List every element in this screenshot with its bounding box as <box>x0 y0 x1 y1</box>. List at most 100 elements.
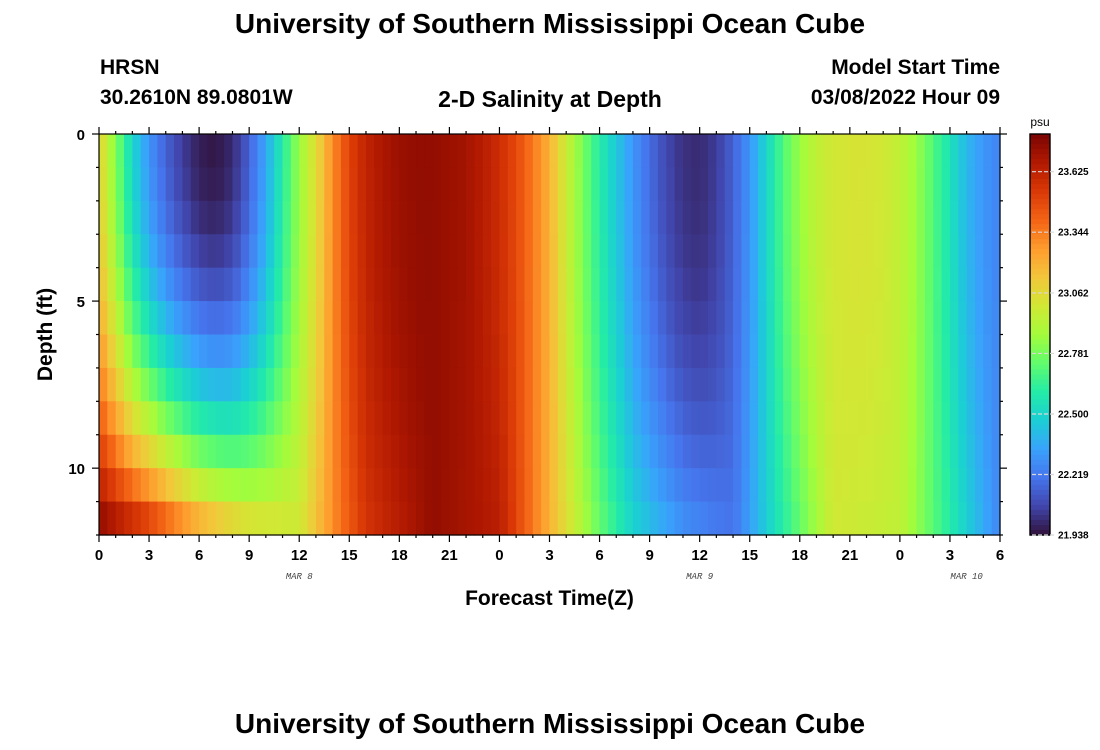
heatmap-cell <box>507 501 517 536</box>
heatmap-cell <box>924 200 934 235</box>
heatmap-cell <box>649 468 659 503</box>
heatmap-cell <box>240 234 250 269</box>
heatmap-cell <box>541 401 551 436</box>
heatmap-cell <box>966 267 976 302</box>
heatmap-cell <box>274 267 284 302</box>
heatmap-cell <box>566 267 576 302</box>
heatmap-cell <box>466 234 476 269</box>
heatmap-cell <box>532 334 542 369</box>
heatmap-cell <box>616 468 626 503</box>
heatmap-cell <box>733 234 742 269</box>
heatmap-cell <box>874 301 884 336</box>
x-tick-label: 0 <box>495 547 503 564</box>
heatmap-cell <box>282 301 292 336</box>
heatmap-cell <box>666 401 676 436</box>
heatmap-cell <box>457 468 467 503</box>
heatmap-cell <box>340 134 350 169</box>
colorbar-segment <box>1030 439 1050 446</box>
heatmap-cell <box>824 200 834 235</box>
heatmap-cell <box>874 167 884 202</box>
heatmap-cell <box>591 334 601 369</box>
heatmap-cell <box>224 468 234 503</box>
heatmap-cell <box>566 367 576 402</box>
heatmap-cell <box>966 134 976 169</box>
colorbar-segment <box>1030 184 1050 190</box>
heatmap-cell <box>407 334 417 369</box>
heatmap-cell <box>524 367 534 402</box>
heatmap-cell <box>557 334 567 369</box>
heatmap-cell <box>149 501 158 536</box>
heatmap-cell <box>265 200 275 235</box>
heatmap-cell <box>549 401 559 436</box>
heatmap-cell <box>324 267 334 302</box>
heatmap-cell <box>908 501 918 536</box>
heatmap-cell <box>157 167 167 202</box>
heatmap-cell <box>749 501 759 536</box>
heatmap-cell <box>424 501 434 536</box>
heatmap-cell <box>107 468 117 503</box>
heatmap-cell <box>599 234 609 269</box>
heatmap-cell <box>257 334 267 369</box>
heatmap-cell <box>624 134 634 169</box>
heatmap-cell <box>591 167 601 202</box>
heatmap-cell <box>124 401 133 436</box>
heatmap-cell <box>983 401 993 436</box>
heatmap-cell <box>574 434 584 469</box>
heatmap-cell <box>824 134 834 169</box>
heatmap-cell <box>324 200 334 235</box>
heatmap-cell <box>582 468 592 503</box>
model-start-label: Model Start Time <box>831 56 1000 79</box>
heatmap-cell <box>599 167 609 202</box>
heatmap-cell <box>557 434 567 469</box>
heatmap-cell <box>616 434 626 469</box>
heatmap-cell <box>799 234 809 269</box>
heatmap-cell <box>766 234 776 269</box>
heatmap-cell <box>541 501 551 536</box>
heatmap-cell <box>524 401 534 436</box>
heatmap-cell <box>716 234 726 269</box>
heatmap-cell <box>833 468 843 503</box>
heatmap-cell <box>641 200 651 235</box>
heatmap-cell <box>599 434 609 469</box>
heatmap-cell <box>332 200 342 235</box>
heatmap-cell <box>324 434 334 469</box>
heatmap-cell <box>140 401 150 436</box>
heatmap-cell <box>966 301 976 336</box>
heatmap-cell <box>649 267 659 302</box>
colorbar-tick-label: 23.625 <box>1058 167 1089 178</box>
heatmap-cell <box>207 134 217 169</box>
heatmap-cell <box>374 434 384 469</box>
heatmap-cell <box>699 434 709 469</box>
heatmap-cell <box>315 267 325 302</box>
heatmap-cell <box>824 468 834 503</box>
heatmap-cell <box>157 401 167 436</box>
heatmap-cell <box>941 167 951 202</box>
heatmap-cell <box>966 468 976 503</box>
colorbar-segment <box>1030 419 1050 426</box>
heatmap-cell <box>708 367 717 402</box>
heatmap-cell <box>507 434 517 469</box>
heatmap-cell <box>733 401 742 436</box>
heatmap-cell <box>532 267 542 302</box>
heatmap-cell <box>649 434 659 469</box>
heatmap-cell <box>574 501 584 536</box>
heatmap-cell <box>624 167 634 202</box>
heatmap-cell <box>966 234 976 269</box>
heatmap-cell <box>374 234 384 269</box>
heatmap-cell <box>941 267 951 302</box>
heatmap-cell <box>541 234 551 269</box>
heatmap-cell <box>607 501 617 536</box>
heatmap-cell <box>591 401 601 436</box>
heatmap-cell <box>749 468 759 503</box>
heatmap-cell <box>199 267 209 302</box>
heatmap-cell <box>591 234 601 269</box>
heatmap-cell <box>958 301 968 336</box>
heatmap-cell <box>224 334 234 369</box>
heatmap-cell <box>299 468 309 503</box>
heatmap-cell <box>816 334 826 369</box>
heatmap-cell <box>566 167 576 202</box>
heatmap-cell <box>574 267 584 302</box>
heatmap-cell <box>182 134 192 169</box>
heatmap-cell <box>674 501 684 536</box>
heatmap-cell <box>733 501 742 536</box>
